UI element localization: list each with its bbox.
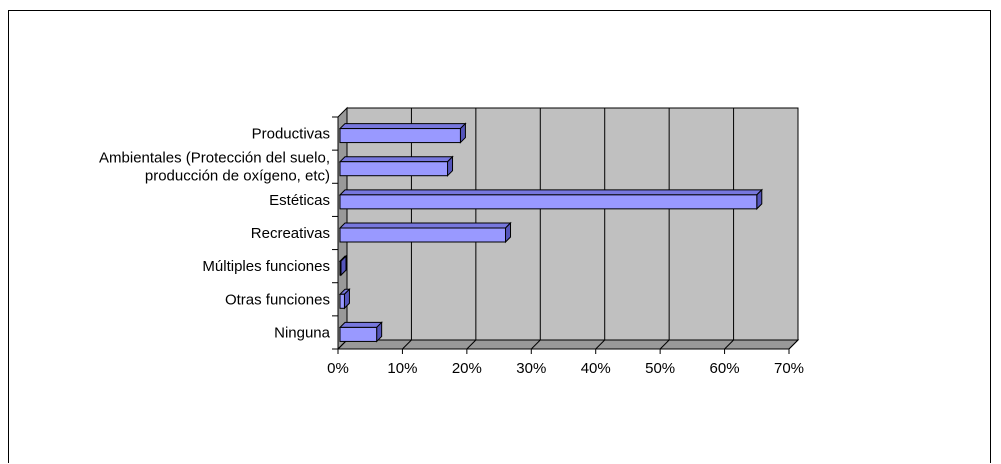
bar [339, 326, 378, 342]
x-tick-label: 10% [387, 360, 417, 377]
x-tick-label: 20% [452, 360, 482, 377]
bar-top [338, 321, 383, 328]
floor-gridline [659, 339, 670, 350]
category-label: Recreativas [251, 225, 330, 242]
bar [339, 227, 507, 243]
category-label: Ninguna [274, 324, 331, 341]
x-tick-label: 0% [327, 360, 349, 377]
category-label: Múltiples funciones [202, 258, 330, 275]
category-label: Ambientales (Protección del suelo, [99, 150, 330, 167]
floor-gridline [466, 339, 477, 350]
bar [339, 260, 342, 276]
category-label: producción de oxígeno, etc) [145, 168, 330, 185]
x-tick-label: 30% [516, 360, 546, 377]
category-label: Productivas [252, 126, 330, 143]
bar-top [338, 156, 454, 163]
category-label: Estéticas [269, 192, 330, 209]
x-tick-label: 70% [774, 360, 804, 377]
x-tick-label: 60% [710, 360, 740, 377]
x-tick-label: 40% [581, 360, 611, 377]
bar [339, 293, 345, 309]
bar-top [338, 189, 763, 196]
chart-area: 0% 10% 20% 30% 40% 50% 60% 70% Productivas Ambien… [8, 10, 991, 463]
floor-gridline [530, 339, 541, 350]
bar [339, 194, 758, 210]
floor-gridline [724, 339, 734, 350]
bar [339, 128, 461, 144]
category-label: Otras funciones [225, 291, 330, 308]
floor-gridline [402, 339, 412, 350]
bar-top [338, 123, 467, 130]
x-tick-label: 50% [645, 360, 675, 377]
bar-top [338, 222, 512, 229]
floor-gridline [595, 339, 606, 350]
floor-gridline [788, 339, 799, 350]
bar [339, 161, 449, 177]
bar-chart: 0% 10% 20% 30% 40% 50% 60% 70% Productivas Ambien… [99, 106, 804, 377]
